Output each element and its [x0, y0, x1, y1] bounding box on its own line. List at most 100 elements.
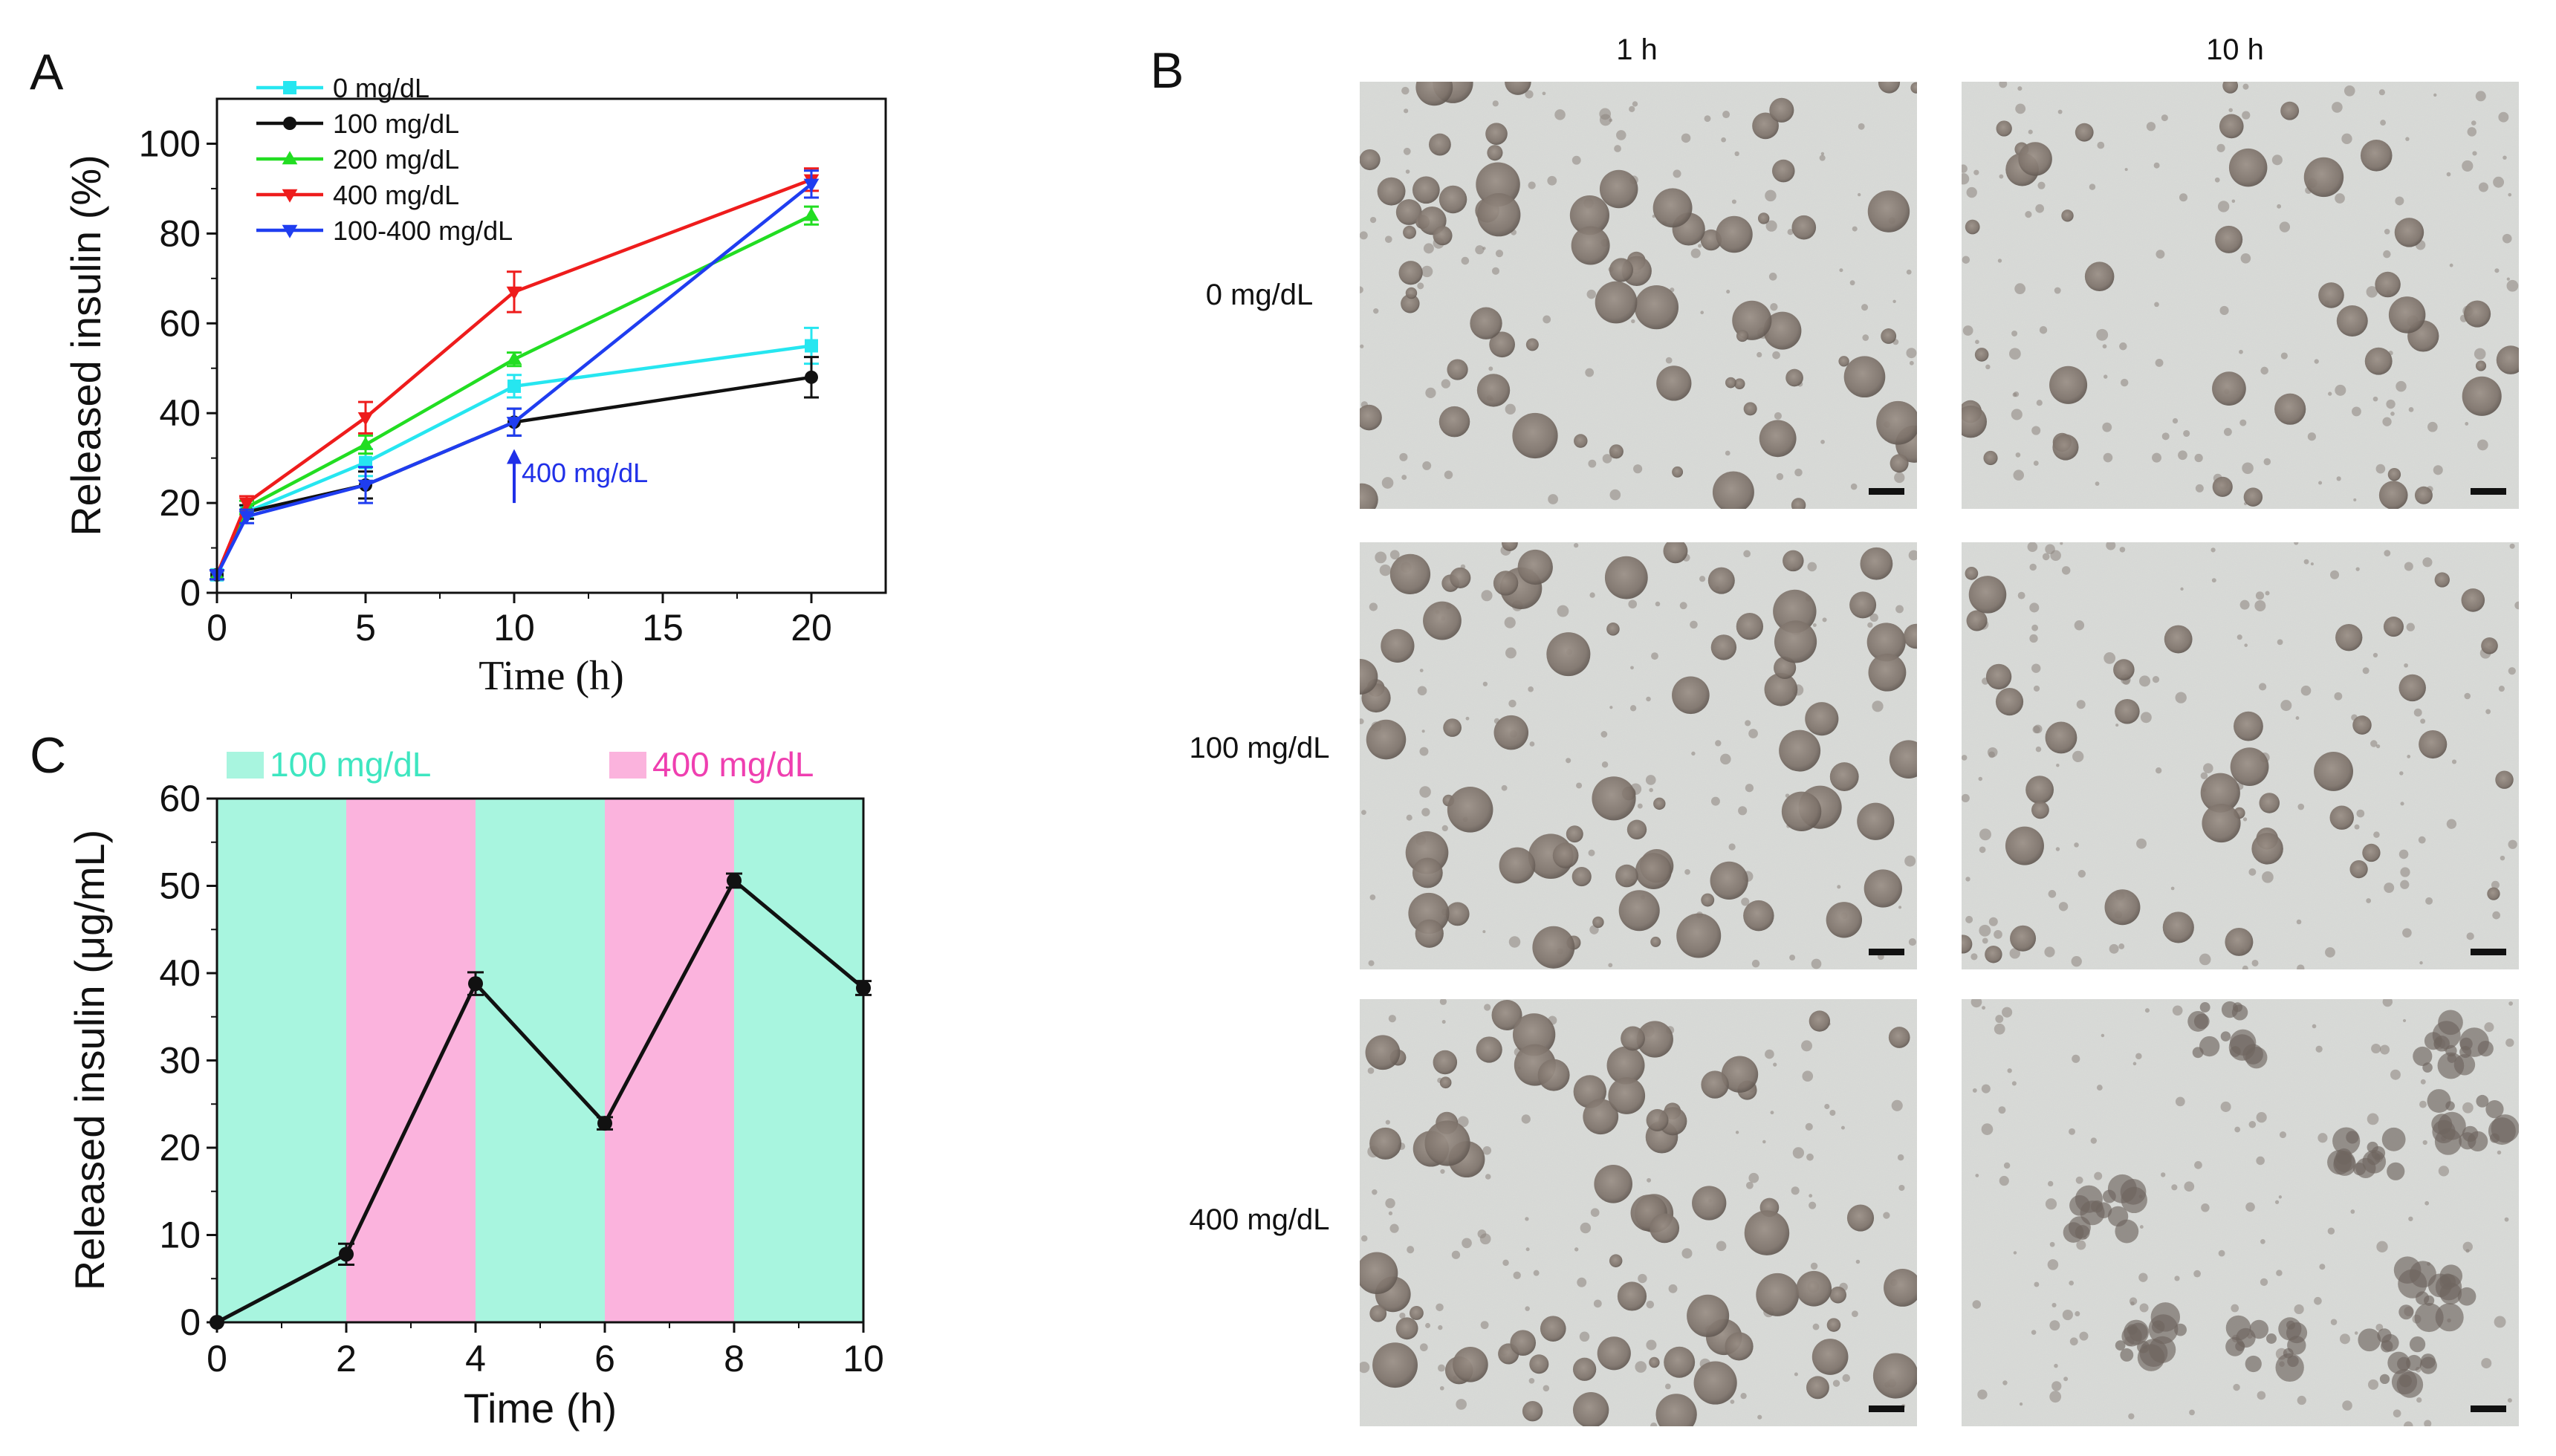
- micrograph-aggregate: [2115, 1302, 2187, 1371]
- micrograph-microsphere: [2075, 123, 2094, 142]
- micrograph-small-particle: [1406, 814, 1412, 821]
- chart-a-y-tick-label: 100: [139, 123, 201, 164]
- micrograph-microsphere: [1439, 1076, 1452, 1089]
- micrograph-microsphere: [2049, 365, 2088, 404]
- micrograph-small-particle: [2135, 1053, 2142, 1060]
- micrograph-microsphere: [1774, 620, 1817, 663]
- micrograph-small-particle: [2462, 160, 2474, 172]
- micrograph-aggregate-blob: [2459, 1037, 2473, 1050]
- micrograph-microsphere: [1470, 307, 1502, 339]
- micrograph-small-particle: [2330, 1319, 2338, 1326]
- micrograph-microsphere: [1571, 226, 1610, 265]
- micrograph-small-particle: [2341, 133, 2352, 144]
- micrograph-microsphere: [2084, 261, 2115, 292]
- micrograph-small-particle: [1691, 751, 1696, 756]
- micrograph-small-particle: [2464, 692, 2471, 700]
- micrograph-small-particle: [1385, 1119, 1390, 1125]
- micrograph-microsphere: [2463, 300, 2491, 328]
- micrograph-microsphere: [1487, 145, 1503, 161]
- micrograph-microsphere: [1540, 1316, 1566, 1342]
- micrograph-small-particle: [2242, 83, 2249, 90]
- micrograph-aggregate-blob: [2174, 1323, 2187, 1336]
- micrograph-small-particle: [1973, 169, 1979, 175]
- micrograph-microsphere: [1652, 188, 1693, 228]
- micrograph-small-particle: [2239, 599, 2250, 610]
- micrograph-microsphere: [1634, 285, 1679, 330]
- micrograph-small-particle: [2103, 374, 2108, 379]
- micrograph-small-particle: [2062, 1309, 2073, 1321]
- chart-c-y-tick-label: 10: [159, 1215, 201, 1256]
- micrograph-small-particle: [1388, 1015, 1396, 1023]
- micrograph-small-particle: [1731, 199, 1736, 204]
- micrograph-small-particle: [1631, 319, 1635, 324]
- micrograph-microsphere: [1779, 729, 1821, 772]
- micrograph-aggregate-blob: [2477, 1040, 2494, 1057]
- micrograph-small-particle: [2400, 867, 2410, 877]
- micrograph-aggregate: [2413, 1010, 2494, 1079]
- micrograph-microsphere: [1805, 702, 1839, 736]
- micrograph-microsphere: [1649, 1356, 1660, 1368]
- chart-c-y-tick-label: 60: [159, 778, 201, 819]
- micrograph-aggregate-blob: [2419, 1356, 2437, 1374]
- micrograph-small-particle: [1883, 1212, 1890, 1219]
- micrograph-microsphere: [1966, 610, 1988, 631]
- micrograph-small-particle: [2382, 999, 2393, 1007]
- micrograph-microsphere: [1721, 1056, 1759, 1093]
- micrograph-small-particle: [1441, 379, 1451, 389]
- micrograph-small-particle: [1651, 652, 1658, 660]
- chart-c-band: [734, 799, 863, 1322]
- micrograph-microsphere: [2212, 371, 2246, 406]
- micrograph-small-particle: [1381, 477, 1394, 489]
- micrograph-small-particle: [1588, 849, 1595, 857]
- micrograph-small-particle: [1789, 955, 1796, 961]
- micrograph-microsphere: [2336, 305, 2368, 337]
- micrograph-small-particle: [1440, 1169, 1445, 1174]
- micrograph-small-particle: [2478, 182, 2488, 192]
- micrograph-small-particle: [1665, 357, 1673, 364]
- micrograph-small-particle: [2055, 847, 2060, 851]
- micrograph-small-particle: [2194, 453, 2203, 463]
- micrograph-microsphere: [1771, 159, 1795, 183]
- micrograph-small-particle: [2297, 803, 2305, 810]
- micrograph-microsphere: [1752, 112, 1779, 140]
- micrograph-small-particle: [1368, 960, 1375, 966]
- micrograph-small-particle: [2393, 1409, 2401, 1418]
- micrograph-small-particle: [1904, 855, 1916, 867]
- micrograph-small-particle: [2242, 965, 2248, 969]
- micrograph-small-particle: [1735, 1131, 1739, 1134]
- micrograph-small-particle: [1504, 617, 1516, 628]
- micrograph-small-particle: [2422, 1140, 2427, 1145]
- micrograph-small-particle: [1765, 220, 1777, 232]
- chart-a-annotation-arrowhead: [507, 449, 522, 464]
- chart-a-point: [239, 497, 255, 511]
- micrograph-small-particle: [1456, 1399, 1467, 1410]
- chart-a-frame: [215, 97, 887, 594]
- micrograph-microsphere: [1609, 258, 1633, 282]
- micrograph-small-particle: [1602, 454, 1612, 464]
- micrograph-small-particle: [2189, 1409, 2195, 1416]
- micrograph-small-particle: [1401, 86, 1410, 95]
- micrograph-small-particle: [2047, 1259, 2059, 1270]
- micrograph-small-particle: [2220, 1101, 2231, 1112]
- micrograph-microsphere: [2113, 659, 2135, 680]
- micrograph-small-particle: [2245, 1202, 2255, 1212]
- micrograph-small-particle: [2362, 667, 2370, 675]
- micrograph-small-particle: [1894, 472, 1905, 484]
- micrograph-small-particle: [1421, 265, 1433, 278]
- micrograph-small-particle: [1962, 755, 1968, 761]
- micrograph-small-particle: [2031, 426, 2041, 435]
- micrograph-microsphere: [1389, 553, 1431, 595]
- micrograph-small-particle: [2462, 1241, 2473, 1252]
- micrograph-microsphere: [1615, 864, 1638, 888]
- micrograph-small-particle: [2446, 819, 2457, 829]
- panel-letter-a: A: [30, 44, 64, 100]
- micrograph-small-particle: [2013, 1251, 2017, 1255]
- micrograph-small-particle: [1521, 1114, 1531, 1124]
- micrograph-small-particle: [2384, 550, 2391, 557]
- chart-a-legend-label: 100-400 mg/dL: [333, 215, 513, 246]
- micrograph-small-particle: [1389, 1223, 1399, 1233]
- micrograph-small-particle: [1360, 718, 1364, 724]
- micrograph-small-particle: [2315, 1045, 2323, 1053]
- micrograph-small-particle: [2328, 391, 2332, 396]
- micrograph-small-particle: [2422, 557, 2433, 568]
